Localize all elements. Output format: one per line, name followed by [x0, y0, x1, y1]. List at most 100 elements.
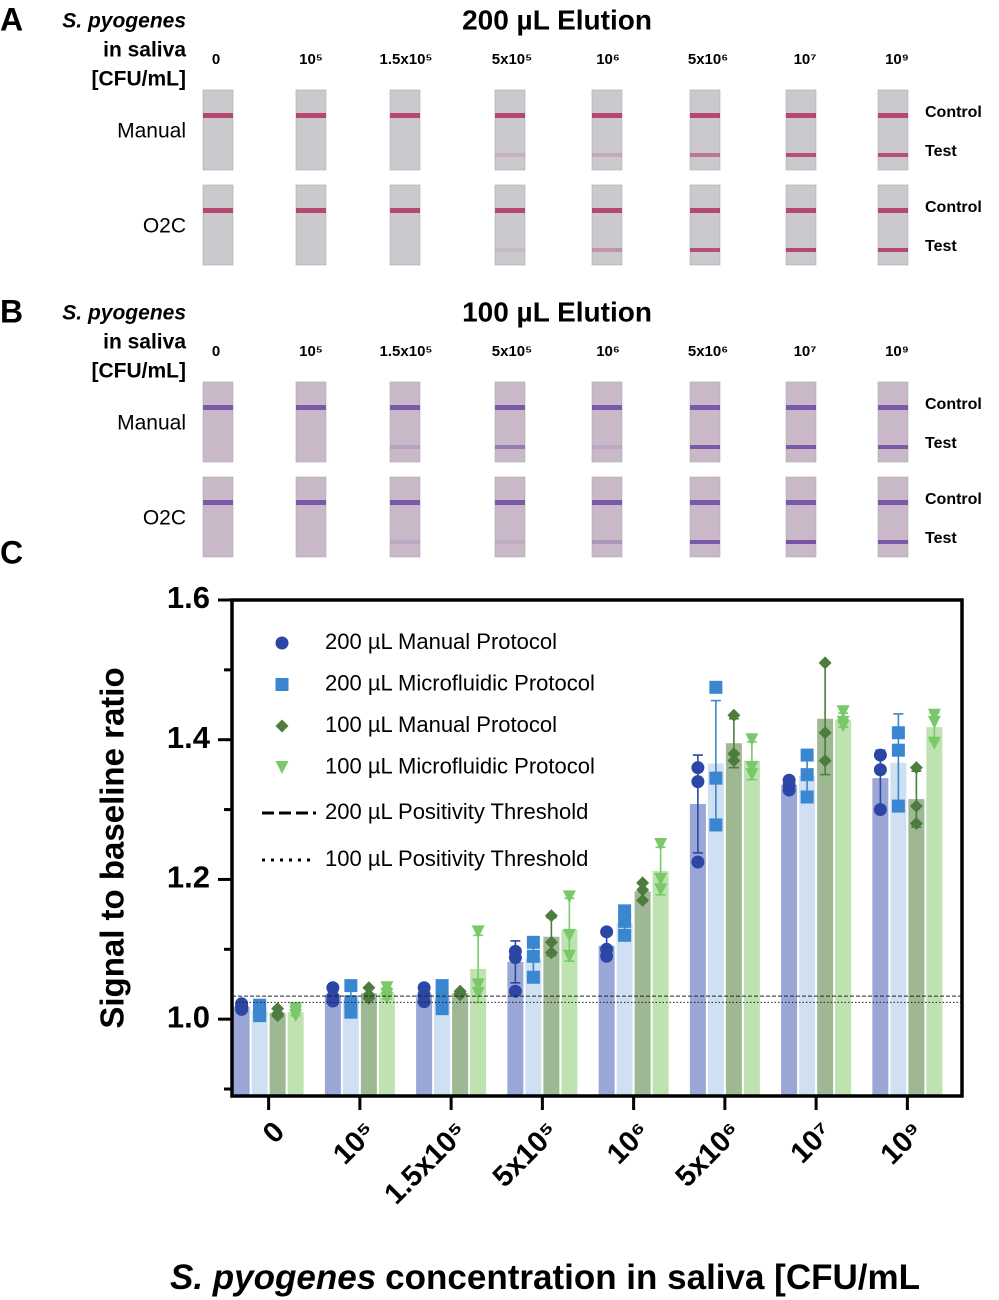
data-point	[909, 817, 923, 831]
test-strip	[689, 89, 721, 171]
bar	[817, 718, 834, 1096]
control-band	[690, 208, 720, 213]
test-strip	[494, 184, 526, 266]
control-band	[690, 405, 720, 410]
bar	[781, 785, 798, 1096]
test-strip	[494, 89, 526, 171]
control-band	[390, 113, 420, 118]
control-band	[203, 208, 233, 213]
test-strip	[689, 381, 721, 463]
data-point	[891, 743, 905, 757]
data-point	[362, 991, 376, 1005]
bar	[890, 762, 907, 1096]
bar	[470, 968, 487, 1096]
row-header: in saliva	[103, 331, 186, 354]
data-point	[562, 928, 576, 942]
test-band	[592, 540, 622, 544]
control-band	[592, 113, 622, 118]
band-label: Control	[925, 491, 982, 508]
bar	[707, 763, 724, 1096]
test-strip	[877, 476, 909, 558]
test-strip	[295, 476, 327, 558]
data-point	[727, 754, 741, 768]
control-band	[203, 500, 233, 505]
test-strip	[202, 184, 234, 266]
control-band	[495, 405, 525, 410]
concentration-label: 5x10⁵	[492, 343, 532, 360]
bar	[908, 799, 925, 1096]
concentration-label: 1.5x10⁵	[380, 51, 433, 68]
data-point	[654, 872, 668, 886]
data-point	[326, 981, 340, 995]
row-label: Manual	[117, 412, 186, 435]
data-point	[380, 981, 394, 995]
legend-label: 100 µL Manual Protocol	[325, 712, 557, 737]
bar	[434, 997, 451, 1096]
y-tick-label: 1.2	[167, 860, 210, 895]
data-point	[435, 991, 449, 1005]
data-point	[691, 775, 705, 789]
data-point	[727, 708, 741, 722]
concentration-label: 10⁷	[794, 343, 817, 360]
data-point	[727, 747, 741, 761]
control-band	[390, 405, 420, 410]
band-label: Control	[925, 396, 982, 413]
test-strip	[591, 184, 623, 266]
test-strip	[877, 184, 909, 266]
legend-label: 200 µL Manual Protocol	[325, 629, 557, 654]
data-point	[927, 736, 941, 750]
data-point	[344, 1005, 358, 1019]
bar	[616, 922, 633, 1096]
test-strip	[494, 476, 526, 558]
test-strip	[389, 381, 421, 463]
bar	[872, 778, 889, 1096]
data-point	[344, 995, 358, 1009]
control-band	[690, 113, 720, 118]
test-band	[786, 153, 816, 157]
test-band	[878, 540, 908, 544]
data-point	[836, 705, 850, 719]
data-point	[544, 909, 558, 923]
concentration-label: 10⁹	[885, 51, 909, 68]
test-strip	[202, 476, 234, 558]
data-point	[562, 890, 576, 904]
data-point	[380, 991, 394, 1005]
test-band	[786, 248, 816, 252]
concentration-label: 10⁵	[299, 343, 323, 360]
concentration-label: 5x10⁶	[688, 343, 728, 360]
legend-label: 100 µL Positivity Threshold	[325, 846, 588, 871]
test-band	[786, 445, 816, 449]
control-band	[296, 113, 326, 118]
data-point	[709, 680, 723, 694]
concentration-label: 1.5x10⁵	[380, 343, 433, 360]
test-strip	[689, 476, 721, 558]
data-point	[471, 978, 485, 992]
data-point	[709, 818, 723, 832]
data-point	[745, 733, 759, 747]
data-point	[600, 925, 614, 939]
data-point	[800, 748, 814, 762]
control-band	[203, 113, 233, 118]
control-band	[495, 500, 525, 505]
data-point	[544, 946, 558, 960]
concentration-label: 10⁵	[299, 51, 323, 68]
band-label: Test	[925, 238, 957, 255]
data-point	[818, 754, 832, 768]
test-strip	[389, 89, 421, 171]
y-axis-label: Signal to baseline ratio	[94, 667, 131, 1028]
data-point	[508, 984, 522, 998]
data-point	[873, 763, 887, 777]
bar	[360, 993, 377, 1096]
data-point	[745, 761, 759, 775]
bar	[799, 776, 816, 1096]
test-strip	[689, 184, 721, 266]
data-point	[508, 951, 522, 965]
panel-letter: B	[0, 293, 23, 329]
data-point	[800, 768, 814, 782]
data-point	[362, 981, 376, 995]
data-point	[526, 935, 540, 949]
bar	[652, 871, 669, 1096]
bar	[269, 1012, 286, 1096]
concentration-label: 0	[212, 51, 220, 68]
